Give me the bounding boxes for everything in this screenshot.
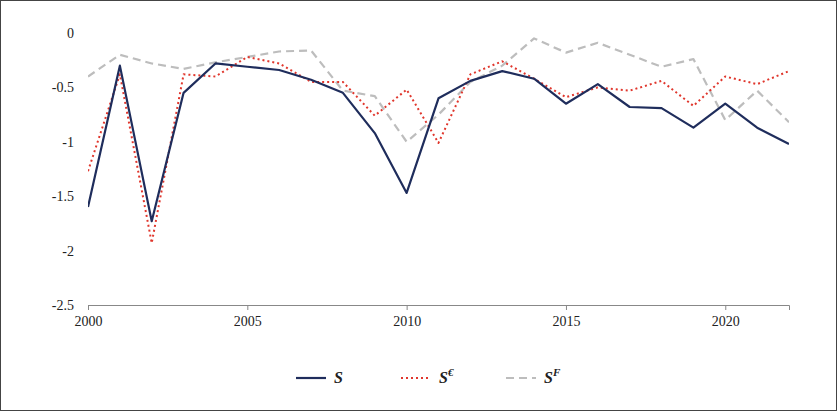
x-tick-label: 2000 [75, 314, 103, 329]
y-tick: -0.5 [52, 80, 88, 95]
x-tick: 2000 [75, 305, 103, 329]
legend-swatch [296, 377, 326, 379]
x-tick-label: 2010 [393, 314, 421, 329]
y-tick-label: -2.5 [52, 298, 74, 313]
y-tick: -1.5 [52, 189, 88, 204]
y-tick: -2 [62, 244, 88, 259]
y-tick: -2.5 [52, 298, 88, 313]
plot-area [88, 38, 789, 243]
legend-swatch [401, 377, 431, 379]
x-tick-mark [725, 305, 726, 310]
legend-item: S [296, 369, 343, 386]
series-line [88, 38, 789, 141]
x-tick-label: 2005 [234, 314, 262, 329]
x-tick-mark [88, 305, 89, 310]
x-tick-label: 2015 [552, 314, 580, 329]
x-tick-mark [566, 305, 567, 310]
y-tick-label: -2 [62, 244, 74, 259]
y-tick: 0 [67, 26, 88, 41]
y-tick-label: -1.5 [52, 189, 74, 204]
frame [1, 1, 837, 411]
x-tick: 2005 [234, 305, 262, 329]
legend-label: SF [544, 366, 561, 386]
legend: S S€ SF [296, 366, 561, 386]
x-tick-label: 2020 [712, 314, 740, 329]
y-tick-label: 0 [67, 26, 74, 41]
x-axis: 2000 2005 2010 2015 2020 [75, 305, 790, 329]
series-line [88, 63, 789, 221]
x-tick: 2010 [393, 305, 421, 329]
x-tick: 2015 [552, 305, 580, 329]
x-tick: 2020 [712, 305, 740, 329]
x-axis-line [89, 306, 790, 311]
y-axis: -2.5 -2 -1.5 -1 -0.5 0 [52, 26, 89, 313]
y-tick-label: -1 [62, 135, 74, 150]
series-line [88, 57, 789, 243]
legend-label: S [334, 369, 343, 386]
chart: 2000 2005 2010 2015 2020 -2.5 -2 -1.5 -1 -0.5 0 S S€… [0, 0, 837, 411]
legend-label: S€ [439, 366, 454, 386]
legend-swatch [506, 377, 536, 379]
x-tick-mark [407, 305, 408, 310]
legend-item: S€ [401, 366, 454, 386]
y-tick: -1 [62, 135, 88, 150]
x-tick-mark [247, 305, 248, 310]
legend-item: SF [506, 366, 561, 386]
y-tick-label: -0.5 [52, 80, 74, 95]
